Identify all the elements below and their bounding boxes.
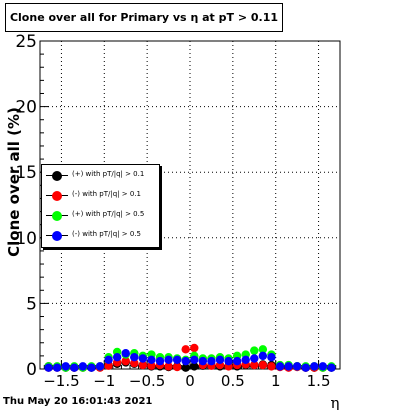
data-point: [164, 362, 173, 371]
x-tick-label: 1.5: [307, 372, 331, 390]
data-point: [61, 362, 70, 371]
legend: (+) with pT/|q| > 0.1 (-) with pT/|q| > …: [41, 164, 160, 248]
data-point: [147, 355, 156, 365]
x-tick-label: −1.5: [43, 372, 79, 390]
legend-item: (+) with pT/|q| > 0.5: [42, 207, 159, 225]
data-point: [172, 355, 182, 365]
x-tick-label: 1: [271, 372, 281, 390]
data-point: [224, 356, 233, 366]
legend-item: (-) with pT/|q| > 0.5: [42, 227, 159, 245]
data-point: [130, 358, 139, 368]
data-point: [44, 363, 53, 372]
data-point: [250, 354, 259, 363]
legend-marker: [52, 231, 62, 241]
data-point: [250, 360, 259, 370]
x-tick-label: 0: [185, 372, 195, 390]
y-axis-label: Clone over all (%): [5, 107, 23, 257]
data-point: [301, 363, 310, 372]
data-point: [181, 356, 190, 366]
data-point: [267, 352, 276, 362]
data-point: [190, 343, 199, 353]
legend-marker: [52, 171, 62, 181]
data-point: [52, 363, 62, 372]
data-point: [104, 355, 113, 365]
data-point: [121, 356, 130, 366]
x-axis-label: η: [331, 394, 340, 410]
data-point: [215, 355, 225, 365]
data-point: [258, 345, 268, 354]
data-point: [284, 362, 293, 371]
legend-marker: [52, 191, 62, 201]
data-point: [78, 362, 88, 371]
data-point: [138, 360, 148, 370]
legend-item: (+) with pT/|q| > 0.1: [42, 167, 159, 185]
data-point: [327, 363, 336, 372]
data-point: [87, 363, 96, 372]
legend-marker: [52, 211, 62, 221]
data-point: [241, 355, 250, 365]
data-point: [181, 345, 190, 354]
data-point: [147, 361, 156, 370]
data-point: [318, 362, 328, 371]
x-tick-label: −1: [93, 372, 115, 390]
data-point: [292, 362, 302, 371]
legend-label: (+) with pT/|q| > 0.1: [72, 170, 145, 178]
data-point: [190, 362, 199, 371]
data-point: [112, 352, 122, 362]
x-tick-label: −0.5: [129, 372, 165, 390]
data-point: [310, 362, 319, 371]
data-point: [198, 356, 208, 366]
legend-label: (-) with pT/|q| > 0.1: [72, 190, 141, 198]
data-point: [250, 346, 259, 355]
data-points: [44, 343, 336, 372]
data-point: [207, 356, 216, 366]
y-tick-label: 25: [15, 32, 37, 52]
data-point: [138, 354, 148, 363]
timestamp: Thu May 20 16:01:43 2021: [3, 396, 153, 407]
x-tick-label: 0.5: [221, 372, 245, 390]
data-point: [275, 362, 285, 371]
data-point: [104, 361, 113, 370]
chart-title-box: Clone over all for Primary vs η at pT > …: [5, 3, 283, 32]
legend-item: (-) with pT/|q| > 0.1: [42, 187, 159, 205]
y-tick-label: 5: [26, 294, 37, 314]
data-point: [164, 355, 173, 365]
data-point: [155, 356, 165, 366]
data-point: [267, 362, 276, 371]
data-point: [130, 352, 139, 362]
chart-title: Clone over all for Primary vs η at pT > …: [9, 11, 279, 24]
data-point: [232, 356, 242, 366]
legend-label: (-) with pT/|q| > 0.5: [72, 230, 141, 238]
y-tick-label: 10: [15, 229, 37, 249]
y-tick-label: 20: [15, 98, 37, 118]
axis-tick-labels: −1.5 −1 −0.5 0 0.5 1 1.5 0 5 10 15 20 25: [15, 32, 330, 390]
data-point: [190, 355, 199, 365]
data-point: [172, 362, 182, 372]
data-point: [181, 363, 190, 372]
y-tick-label: 0: [26, 360, 37, 380]
data-point: [258, 351, 268, 361]
data-point: [70, 363, 79, 372]
legend-label: (+) with pT/|q| > 0.5: [72, 210, 145, 218]
data-point: [95, 362, 105, 371]
data-point: [258, 360, 268, 370]
data-point: [121, 349, 130, 358]
y-tick-label: 15: [15, 163, 37, 183]
